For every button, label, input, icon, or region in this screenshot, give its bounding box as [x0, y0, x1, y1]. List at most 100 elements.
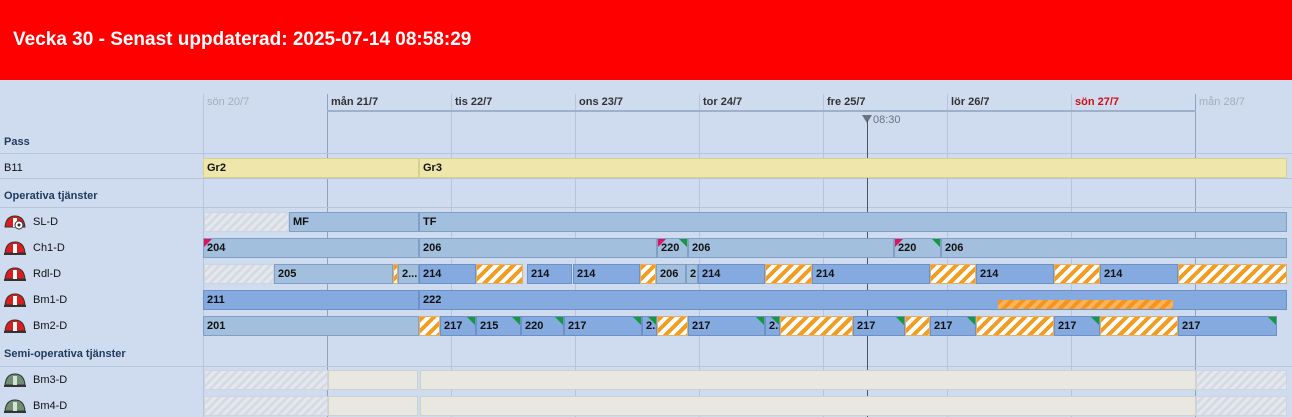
row-label-ch1-d: Ch1-D	[33, 242, 65, 254]
shift-bar[interactable]: 204	[203, 238, 419, 258]
helmet-red-icon	[4, 267, 26, 281]
gap-bar[interactable]	[905, 316, 930, 336]
shift-bar[interactable]: 217	[1054, 316, 1100, 336]
shift-bar[interactable]: 217	[440, 316, 476, 336]
shift-label: 217	[1182, 320, 1201, 332]
shift-label: 217	[568, 320, 587, 332]
shift-bar[interactable]: 220	[894, 238, 941, 258]
shift-label: 2...	[646, 320, 656, 332]
row-divider	[0, 366, 1292, 367]
shift-bar[interactable]: 214	[573, 264, 640, 284]
green-flag-icon	[555, 317, 563, 325]
day-header-thu-24: tor 24/7	[703, 96, 743, 108]
unassigned-bar[interactable]	[204, 370, 328, 390]
section-operativa: Operativa tjänster	[4, 190, 98, 202]
shift-bar[interactable]: 217	[688, 316, 765, 336]
shift-label: 217	[857, 320, 876, 332]
row-label-bm3-d: Bm3-D	[33, 374, 68, 386]
shift-bar[interactable]: Gr2	[203, 158, 419, 178]
gap-bar[interactable]	[393, 264, 398, 284]
green-flag-icon	[1268, 317, 1276, 325]
empty-service-bar[interactable]	[420, 396, 1196, 416]
shift-bar[interactable]: 206	[688, 238, 894, 258]
shift-bar[interactable]: 2...	[765, 316, 780, 336]
schedule-grid[interactable]: sön 20/7 mån 21/7 tis 22/7 ons 23/7 tor …	[0, 80, 1292, 417]
empty-service-bar[interactable]	[420, 370, 1196, 390]
shift-label: 215	[480, 320, 499, 332]
helmet-red-icon	[4, 319, 26, 333]
shift-label: 217	[692, 320, 711, 332]
unassigned-bar[interactable]	[204, 212, 289, 232]
shift-bar[interactable]: 2	[686, 264, 698, 284]
unassigned-bar[interactable]	[1196, 370, 1287, 390]
empty-service-bar[interactable]	[328, 370, 418, 390]
red-flag-icon	[658, 239, 666, 247]
gap-bar[interactable]	[976, 316, 1054, 336]
shift-bar[interactable]: 206	[656, 264, 686, 284]
page-header: Vecka 30 - Senast uppdaterad: 2025-07-14…	[0, 0, 1292, 80]
shift-bar[interactable]: 220	[657, 238, 688, 258]
shift-bar[interactable]: 215	[476, 316, 521, 336]
shift-bar[interactable]: 205	[274, 264, 393, 284]
day-header-wed-23: ons 23/7	[579, 96, 624, 108]
shift-bar[interactable]: 217	[853, 316, 905, 336]
helmet-green-icon	[4, 399, 26, 413]
shift-label: 217	[934, 320, 953, 332]
helmet-red-wheel-icon	[4, 215, 26, 230]
shift-bar[interactable]: 201	[203, 316, 419, 336]
empty-service-bar[interactable]	[328, 396, 418, 416]
shift-bar[interactable]: 214	[419, 264, 476, 284]
shift-label: 217	[444, 320, 463, 332]
green-flag-icon	[932, 239, 940, 247]
shift-bar[interactable]: 214	[698, 264, 765, 284]
gap-bar[interactable]	[930, 264, 976, 284]
helmet-green-icon	[4, 373, 26, 387]
shift-label: 217	[1058, 320, 1077, 332]
shift-bar[interactable]: 214	[812, 264, 930, 284]
gap-bar[interactable]	[1178, 264, 1287, 284]
shift-bar[interactable]: TF	[419, 212, 1287, 232]
shift-bar[interactable]: 214	[1100, 264, 1178, 284]
gap-bar[interactable]	[419, 316, 440, 336]
gap-bar[interactable]	[657, 316, 688, 336]
gap-bar[interactable]	[765, 264, 812, 284]
green-flag-icon	[679, 239, 687, 247]
shift-bar[interactable]: 217	[564, 316, 642, 336]
unassigned-bar[interactable]	[1196, 396, 1287, 416]
green-flag-icon	[1091, 317, 1099, 325]
unassigned-bar[interactable]	[204, 396, 328, 416]
shift-bar[interactable]: MF	[289, 212, 419, 232]
shift-bar[interactable]: 211	[203, 290, 419, 310]
gap-bar[interactable]	[476, 264, 523, 284]
shift-bar[interactable]: 217	[930, 316, 976, 336]
green-flag-icon	[756, 317, 764, 325]
green-flag-icon	[633, 317, 641, 325]
row-label-sl-d: SL-D	[33, 216, 59, 228]
current-time-marker-icon	[862, 115, 872, 123]
row-label-rdl-d: Rdl-D	[33, 268, 62, 280]
shift-bar[interactable]: 214	[527, 264, 572, 284]
green-flag-icon	[896, 317, 904, 325]
week-range-line	[327, 110, 1196, 112]
red-flag-icon	[895, 239, 903, 247]
shift-bar[interactable]: 206	[941, 238, 1287, 258]
day-header-sun-20: sön 20/7	[207, 96, 250, 108]
day-header-sat-26: lör 26/7	[951, 96, 990, 108]
shift-bar[interactable]: 2...	[398, 264, 419, 284]
unassigned-bar[interactable]	[204, 264, 274, 284]
gap-bar[interactable]	[1054, 264, 1100, 284]
shift-bar[interactable]: 2...	[642, 316, 657, 336]
overlap-indicator-bar[interactable]	[998, 300, 1173, 309]
green-flag-icon	[967, 317, 975, 325]
shift-bar[interactable]: 206	[419, 238, 657, 258]
row-divider	[0, 153, 1292, 154]
shift-bar[interactable]: 220	[521, 316, 564, 336]
shift-bar[interactable]: 217	[1178, 316, 1277, 336]
section-pass: Pass	[4, 136, 30, 148]
shift-bar[interactable]: 214	[976, 264, 1054, 284]
row-divider	[0, 178, 1292, 179]
shift-bar[interactable]: Gr3	[419, 158, 1287, 178]
gap-bar[interactable]	[1100, 316, 1178, 336]
gap-bar[interactable]	[640, 264, 656, 284]
gap-bar[interactable]	[780, 316, 853, 336]
